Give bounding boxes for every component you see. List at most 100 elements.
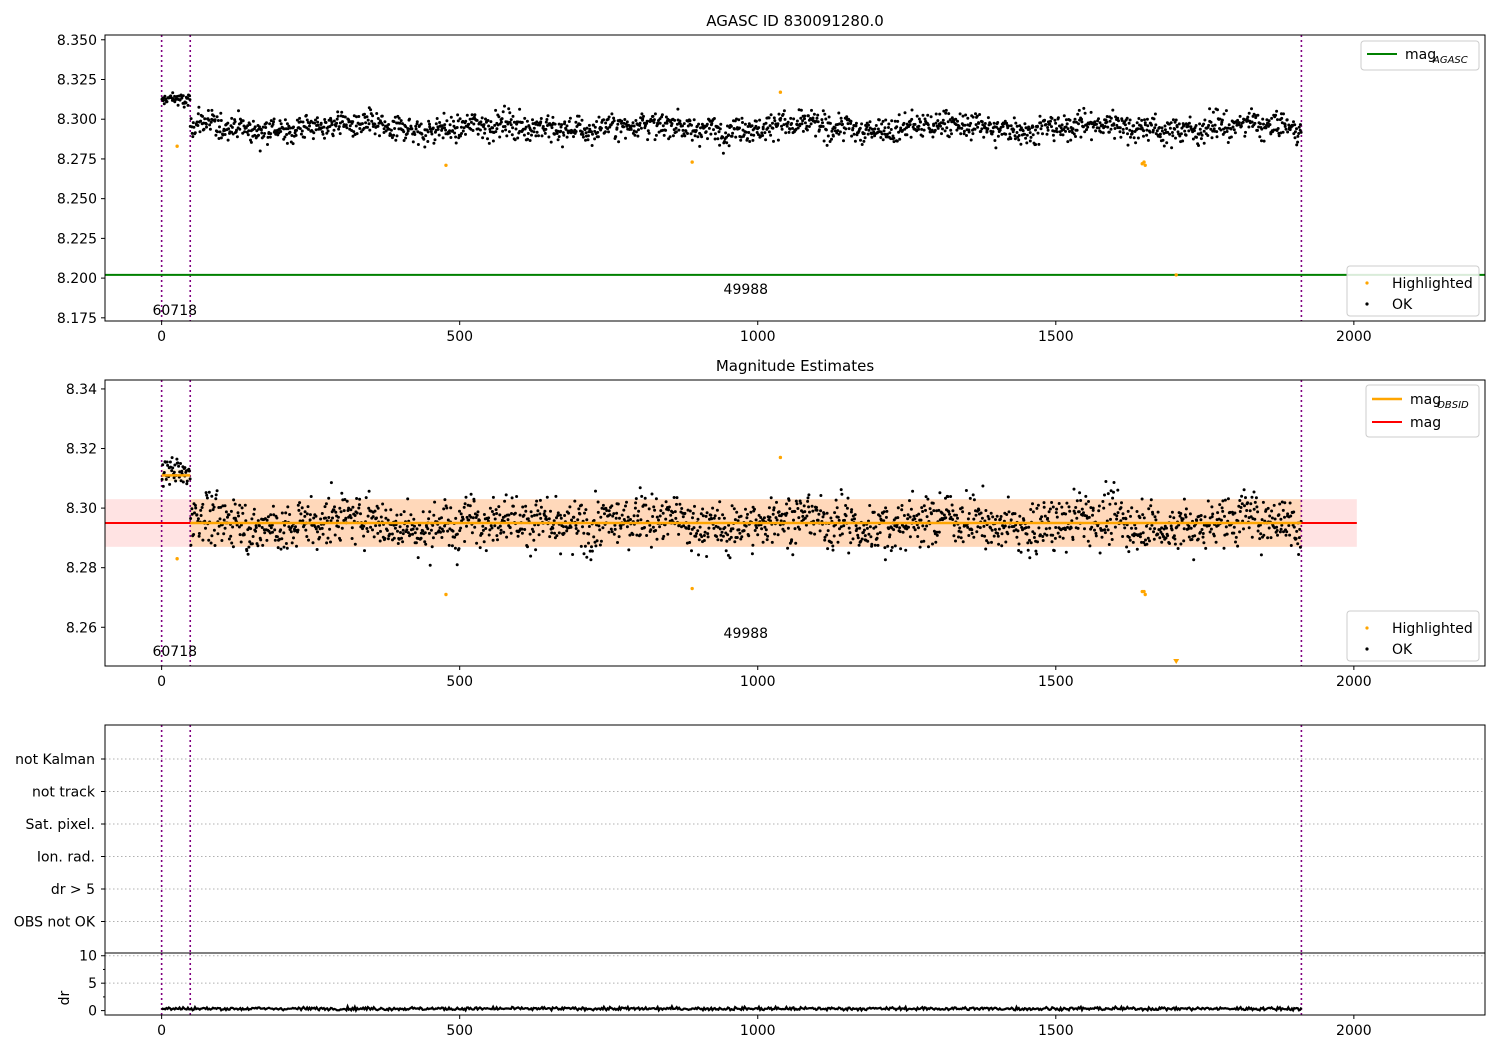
- ok-point: [507, 130, 511, 134]
- ok-point: [1065, 122, 1069, 126]
- ok-point: [334, 124, 338, 128]
- ok-point: [299, 120, 303, 124]
- ok-point: [371, 528, 374, 532]
- ok-point: [511, 126, 515, 130]
- ok-point: [528, 139, 532, 142]
- ok-point: [1106, 492, 1110, 496]
- ok-point: [1040, 124, 1044, 128]
- ok-point: [652, 505, 656, 509]
- ok-point: [602, 118, 606, 122]
- ok-point: [232, 498, 236, 502]
- ok-point: [524, 125, 528, 129]
- ok-point: [846, 496, 850, 500]
- ok-point: [937, 508, 941, 512]
- ok-point: [826, 547, 830, 551]
- ok-point: [845, 115, 849, 119]
- ok-point: [353, 514, 357, 517]
- ok-point: [742, 529, 746, 533]
- ok-point: [243, 503, 247, 507]
- ok-point: [266, 515, 270, 519]
- ok-point: [853, 513, 857, 517]
- ok-point: [396, 529, 399, 533]
- ok-point: [969, 121, 973, 125]
- ok-point: [220, 539, 224, 542]
- ok-point: [465, 524, 468, 528]
- ok-point: [599, 539, 603, 543]
- ok-point: [643, 526, 646, 529]
- ok-point: [471, 516, 475, 520]
- ok-point: [1131, 540, 1135, 544]
- ok-point: [410, 127, 414, 131]
- ok-point: [967, 534, 971, 537]
- ok-point: [677, 532, 681, 536]
- ok-point: [1201, 535, 1205, 539]
- ok-point: [1186, 124, 1190, 128]
- ok-point: [620, 121, 623, 125]
- ok-point: [716, 137, 720, 141]
- legend-mag-obsid-subscript: OBSID: [1437, 400, 1469, 411]
- ok-point: [1258, 537, 1262, 541]
- ok-point: [751, 543, 755, 547]
- ok-point: [1163, 128, 1167, 132]
- ok-point: [523, 528, 527, 531]
- ok-point: [419, 536, 423, 540]
- ok-point: [589, 558, 593, 562]
- ok-point: [279, 130, 283, 133]
- ok-point: [807, 125, 811, 128]
- ok-point: [171, 91, 175, 95]
- ok-point: [510, 512, 513, 515]
- ok-point: [624, 136, 627, 140]
- ok-point: [374, 524, 378, 528]
- ok-point: [250, 517, 254, 521]
- ok-point: [986, 514, 990, 518]
- ok-point: [1177, 122, 1181, 126]
- ok-point: [1162, 527, 1166, 531]
- ok-point: [1103, 125, 1107, 128]
- ok-point: [475, 118, 479, 122]
- ok-point: [638, 124, 642, 127]
- ok-point: [636, 134, 640, 138]
- ok-point: [974, 123, 978, 127]
- ok-point: [1211, 512, 1215, 516]
- ok-point: [516, 136, 520, 140]
- ok-point: [1077, 122, 1080, 126]
- ok-point: [1241, 120, 1245, 124]
- ok-point: [640, 494, 644, 498]
- ok-point: [355, 115, 358, 119]
- ok-point: [1094, 531, 1098, 535]
- ok-point: [168, 460, 172, 464]
- ok-point: [989, 122, 992, 126]
- ok-point: [1209, 120, 1213, 124]
- ok-point: [218, 517, 222, 521]
- ok-point: [1064, 125, 1068, 129]
- ok-point: [442, 111, 446, 115]
- ok-point: [545, 118, 549, 121]
- ok-point: [1097, 117, 1100, 121]
- ok-point: [719, 122, 723, 126]
- ok-point: [1182, 539, 1186, 543]
- ok-point: [497, 115, 501, 119]
- ok-point: [775, 518, 779, 522]
- ok-point: [628, 533, 632, 537]
- ok-point: [729, 124, 733, 128]
- ok-point: [744, 507, 747, 511]
- ok-point: [339, 510, 343, 514]
- ok-point: [787, 498, 791, 502]
- ok-point: [1153, 527, 1157, 531]
- ok-point: [1031, 502, 1034, 506]
- ok-point: [473, 525, 477, 529]
- ok-point: [1258, 122, 1262, 126]
- ok-point: [664, 128, 668, 132]
- ok-point: [1209, 527, 1213, 531]
- ok-point: [654, 529, 658, 532]
- ok-point: [181, 94, 185, 98]
- ok-point: [453, 131, 457, 135]
- ok-point: [572, 135, 575, 139]
- ok-point: [428, 563, 432, 567]
- ok-point: [1016, 529, 1020, 533]
- ok-point: [862, 132, 866, 136]
- ok-point: [668, 135, 672, 139]
- ok-point: [754, 523, 758, 527]
- ok-point: [713, 132, 717, 136]
- ok-point: [588, 127, 592, 131]
